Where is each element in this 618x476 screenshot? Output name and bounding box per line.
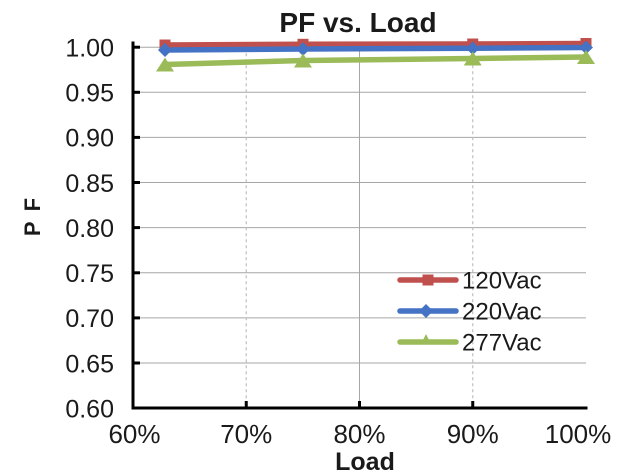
svg-text:120Vac: 120Vac [462,268,542,295]
svg-text:277Vac: 277Vac [462,330,542,357]
svg-text:100%: 100% [545,419,612,449]
svg-text:80%: 80% [333,419,385,449]
svg-text:1.00: 1.00 [65,35,114,63]
svg-text:0.75: 0.75 [65,260,114,288]
svg-text:PF vs. Load: PF vs. Load [279,7,436,38]
svg-text:0.90: 0.90 [65,125,114,153]
svg-text:90%: 90% [447,419,499,449]
svg-text:0.80: 0.80 [65,215,114,243]
svg-text:PF: PF [20,188,45,236]
svg-text:70%: 70% [220,419,272,449]
svg-text:0.65: 0.65 [65,350,114,378]
svg-text:0.70: 0.70 [65,305,114,333]
svg-text:220Vac: 220Vac [462,299,542,326]
svg-text:0.60: 0.60 [65,395,114,423]
svg-text:0.85: 0.85 [65,170,114,198]
svg-text:60%: 60% [108,419,160,449]
svg-text:0.95: 0.95 [65,80,114,108]
svg-text:Load: Load [335,448,395,476]
